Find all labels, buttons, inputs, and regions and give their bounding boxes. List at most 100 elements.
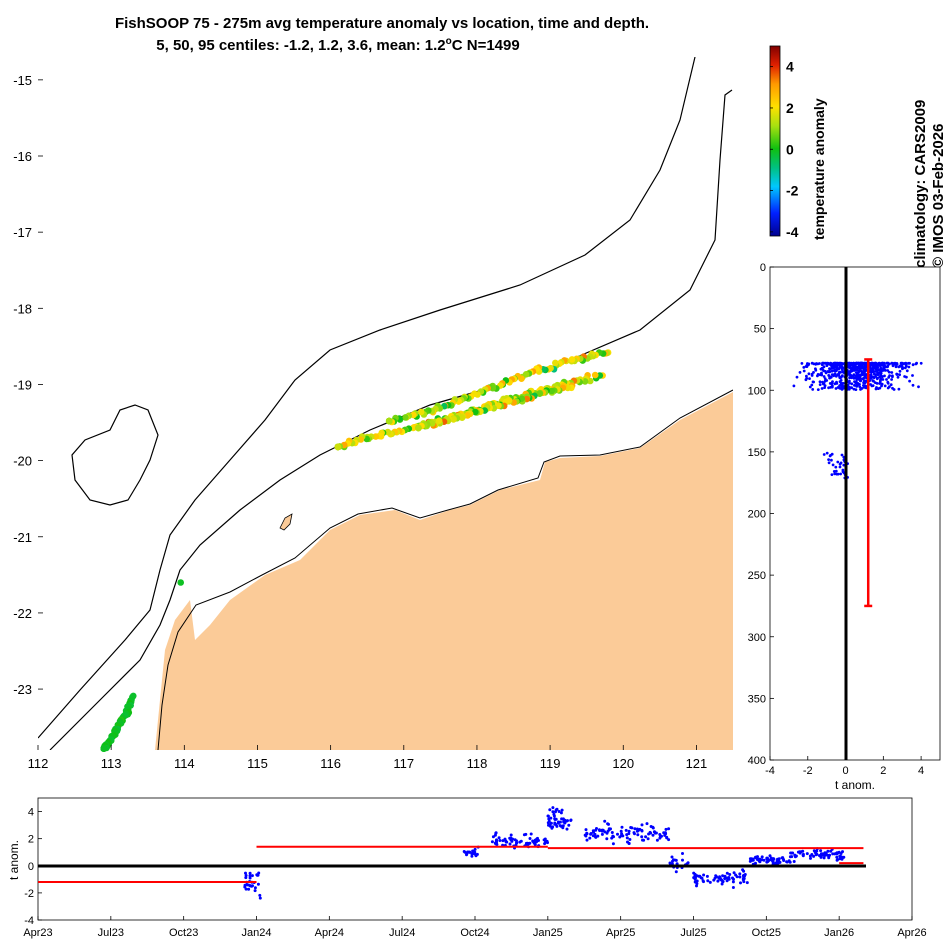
time-point bbox=[819, 849, 823, 853]
depth-point bbox=[911, 383, 915, 387]
depth-y-tick-label: 0 bbox=[760, 262, 766, 274]
map-track-point bbox=[552, 359, 559, 367]
depth-point bbox=[838, 370, 841, 374]
depth-point bbox=[859, 379, 862, 383]
map-y-tick-label: -21 bbox=[13, 530, 32, 545]
depth-point bbox=[898, 369, 902, 373]
depth-point bbox=[859, 388, 862, 391]
time-point bbox=[655, 838, 659, 842]
map-track-point bbox=[536, 390, 543, 398]
map-x-tick-label: 113 bbox=[101, 756, 122, 771]
time-point bbox=[627, 842, 631, 845]
depth-point bbox=[830, 373, 834, 376]
depth-point bbox=[891, 375, 894, 379]
depth-point bbox=[860, 361, 864, 365]
time-point bbox=[528, 837, 532, 840]
depth-point bbox=[895, 362, 899, 365]
depth-point bbox=[812, 371, 815, 374]
depth-point bbox=[838, 462, 842, 466]
depth-point bbox=[874, 387, 878, 391]
time-point bbox=[611, 842, 615, 846]
depth-point bbox=[873, 362, 877, 366]
time-x-tick-label: Jan26 bbox=[824, 927, 854, 939]
time-mean-segments bbox=[38, 845, 864, 884]
time-point bbox=[686, 861, 690, 865]
depth-point bbox=[891, 364, 895, 368]
depth-point bbox=[890, 378, 893, 381]
climatology-label: climatology: CARS2009 bbox=[912, 100, 929, 268]
depth-point bbox=[836, 460, 840, 464]
depth-point bbox=[863, 362, 867, 366]
depth-point bbox=[850, 366, 854, 370]
time-point bbox=[508, 842, 512, 846]
time-point bbox=[653, 831, 657, 835]
depth-point bbox=[852, 361, 855, 365]
time-point bbox=[837, 850, 841, 854]
time-point bbox=[836, 858, 839, 862]
depth-point bbox=[883, 369, 887, 372]
time-point bbox=[705, 874, 709, 878]
time-point bbox=[591, 834, 595, 838]
depth-point bbox=[808, 385, 812, 389]
map-track-point bbox=[415, 424, 422, 432]
time-point bbox=[708, 880, 712, 884]
depth-point bbox=[841, 468, 845, 472]
chart-subtitle: 5, 50, 95 centiles: -1.2, 1.2, 3.6, mean… bbox=[156, 36, 519, 54]
time-point bbox=[248, 871, 252, 875]
time-point bbox=[633, 832, 636, 836]
colorbar-label: temperature anomaly bbox=[811, 98, 827, 240]
map-x-tick-label: 116 bbox=[320, 756, 341, 771]
map-y-tick-label: -19 bbox=[13, 377, 32, 392]
time-point bbox=[598, 829, 602, 833]
time-point bbox=[524, 841, 528, 845]
time-point bbox=[515, 841, 518, 845]
depth-point bbox=[900, 362, 904, 365]
island bbox=[279, 513, 293, 531]
time-point bbox=[465, 853, 468, 857]
depth-point bbox=[842, 463, 846, 467]
time-point bbox=[558, 824, 562, 828]
time-axes-box bbox=[37, 797, 913, 921]
time-point bbox=[258, 893, 262, 897]
time-point bbox=[765, 856, 769, 860]
depth-point bbox=[862, 376, 866, 380]
time-point bbox=[609, 827, 612, 831]
depth-point bbox=[836, 362, 839, 365]
depth-point bbox=[857, 377, 860, 381]
time-point bbox=[644, 835, 648, 839]
time-point bbox=[256, 882, 260, 886]
depth-point bbox=[823, 377, 827, 380]
time-point bbox=[584, 828, 588, 832]
depth-point bbox=[850, 376, 853, 380]
map-panel: 112 113 114 115 116 117 118 119 120 121 -15 -16 -17… bbox=[13, 57, 733, 771]
time-x-tick-label: Jan24 bbox=[242, 927, 272, 939]
time-point bbox=[559, 811, 563, 815]
depth-point bbox=[904, 364, 908, 368]
time-point bbox=[247, 887, 251, 891]
depth-point bbox=[830, 367, 833, 370]
depth-point bbox=[820, 387, 824, 390]
time-point bbox=[470, 854, 474, 858]
depth-point bbox=[811, 388, 815, 391]
time-point bbox=[596, 834, 600, 838]
map-x-tick-label: 114 bbox=[174, 756, 195, 771]
map-y-tick-label: -18 bbox=[13, 301, 32, 316]
subtitle-prefix: 5, 50, 95 centiles: -1.2, 1.2, 3.6, mean… bbox=[156, 37, 445, 54]
time-point bbox=[462, 850, 466, 853]
depth-point bbox=[879, 377, 883, 381]
depth-point bbox=[821, 380, 824, 384]
time-point bbox=[670, 855, 674, 859]
time-point bbox=[548, 824, 552, 828]
depth-point bbox=[831, 463, 835, 467]
depth-point bbox=[904, 361, 908, 365]
depth-point bbox=[886, 380, 890, 384]
time-point bbox=[651, 825, 655, 829]
time-point bbox=[606, 822, 610, 826]
time-point bbox=[674, 870, 678, 874]
time-point bbox=[792, 860, 796, 863]
time-point bbox=[531, 839, 535, 843]
depth-point bbox=[875, 377, 879, 381]
depth-point bbox=[897, 387, 901, 391]
depth-y-tick-label: 150 bbox=[748, 447, 766, 459]
depth-point bbox=[853, 365, 857, 369]
